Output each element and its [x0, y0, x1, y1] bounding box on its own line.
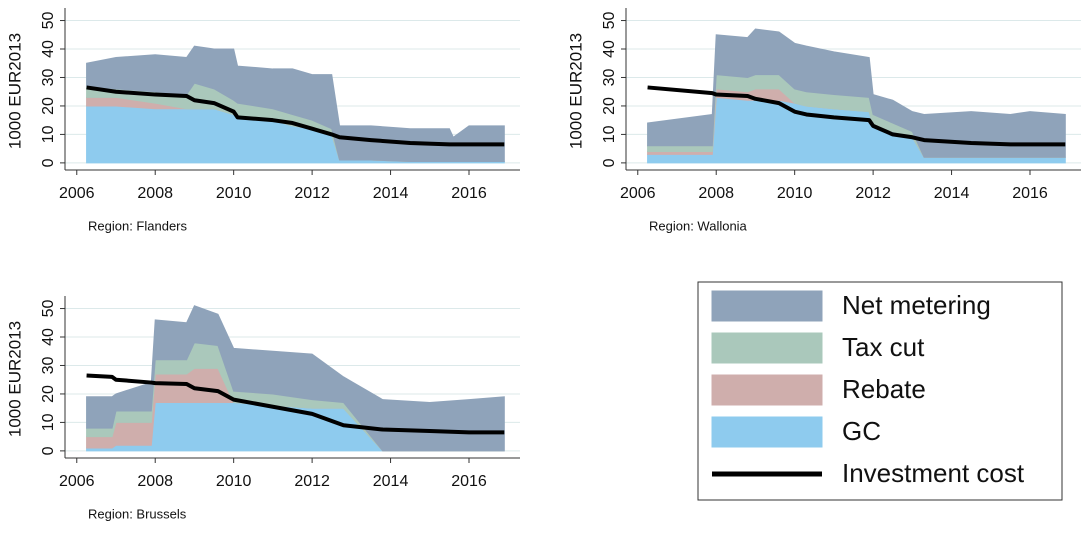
- legend-swatch: [711, 416, 823, 448]
- area: [86, 45, 505, 162]
- x-tick-label: 2014: [373, 473, 409, 490]
- x-tick-label: 2006: [59, 473, 95, 490]
- y-tick-label: 40: [601, 40, 618, 58]
- x-tick-label: 2014: [934, 185, 970, 202]
- y-tick-label: 0: [40, 446, 57, 455]
- y-tick-label: 20: [40, 385, 57, 403]
- legend-swatch: [711, 374, 823, 406]
- y-axis-label: 1000 EUR2013: [5, 33, 24, 149]
- panel-title: Region: Wallonia: [649, 218, 748, 233]
- x-tick-label: 2014: [373, 185, 409, 202]
- x-tick-label: 2010: [216, 185, 252, 202]
- legend: Net metering Tax cut Rebate GC Investment co…: [697, 281, 1063, 501]
- x-tick-label: 2008: [137, 473, 173, 490]
- legend-label: Investment cost: [842, 458, 1025, 488]
- x-tick-label: 2016: [451, 473, 487, 490]
- y-tick-label: 50: [40, 12, 57, 30]
- y-axis-label: 1000 EUR2013: [5, 321, 24, 437]
- legend-label: Rebate: [842, 374, 926, 404]
- legend-label: GC: [842, 416, 881, 446]
- y-tick-label: 50: [40, 300, 57, 318]
- y-tick-label: 10: [601, 125, 618, 143]
- y-tick-label: 30: [40, 68, 57, 86]
- y-tick-label: 20: [40, 97, 57, 115]
- panel: 0 10 20 30 40 50 1000 EUR2013 2006 2008 2010 2012 2…: [566, 8, 1081, 233]
- x-tick-label: 2008: [137, 185, 173, 202]
- legend-swatch: [711, 290, 823, 322]
- legend-swatch: [711, 332, 823, 364]
- x-tick-label: 2006: [59, 185, 95, 202]
- x-tick-label: 2008: [698, 185, 734, 202]
- y-axis-label: 1000 EUR2013: [566, 33, 585, 149]
- x-tick-label: 2012: [294, 473, 330, 490]
- panel: 0 10 20 30 40 50 1000 EUR2013 2006 2008 2010 2012 2…: [5, 8, 520, 233]
- y-tick-label: 10: [40, 413, 57, 431]
- x-tick-label: 2006: [620, 185, 656, 202]
- legend-label: Tax cut: [842, 332, 925, 362]
- panel: 0 10 20 30 40 50 1000 EUR2013 2006 2008 2010 2012 2…: [5, 296, 520, 521]
- x-tick-label: 2012: [855, 185, 891, 202]
- x-tick-label: 2016: [1012, 185, 1048, 202]
- y-tick-label: 50: [601, 12, 618, 30]
- panel-title: Region: Flanders: [88, 218, 187, 233]
- x-tick-label: 2012: [294, 185, 330, 202]
- y-tick-label: 30: [40, 356, 57, 374]
- area: [86, 305, 505, 452]
- y-tick-label: 40: [40, 40, 57, 58]
- y-tick-label: 30: [601, 68, 618, 86]
- y-tick-label: 0: [601, 158, 618, 167]
- y-tick-label: 0: [40, 158, 57, 167]
- line: [647, 85, 1066, 147]
- legend-label: Net metering: [842, 290, 991, 320]
- line: [86, 85, 505, 147]
- y-tick-label: 10: [40, 125, 57, 143]
- area: [647, 28, 1066, 158]
- line: [86, 373, 505, 435]
- y-tick-label: 20: [601, 97, 618, 115]
- x-tick-label: 2010: [216, 473, 252, 490]
- x-tick-label: 2016: [451, 185, 487, 202]
- panel-title: Region: Brussels: [88, 506, 187, 521]
- x-tick-label: 2010: [777, 185, 813, 202]
- y-tick-label: 40: [40, 328, 57, 346]
